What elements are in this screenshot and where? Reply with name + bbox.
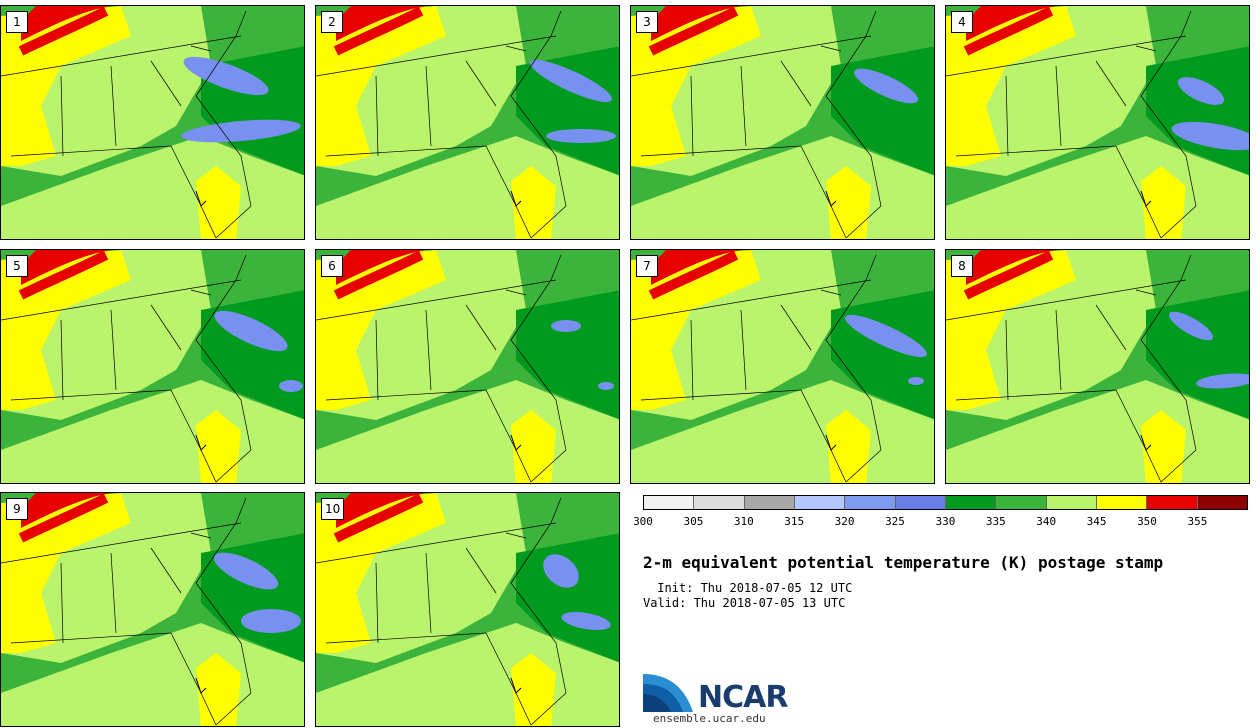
member-number-label: 8 [951, 255, 973, 277]
colorbar-bin [1147, 496, 1198, 509]
ensemble-member-panel: 3 [630, 5, 935, 240]
colorbar-bin [794, 496, 846, 509]
member-number-label: 1 [6, 11, 28, 33]
ensemble-member-panel: 6 [315, 249, 620, 484]
colorbar-tick-label: 305 [683, 515, 704, 528]
map-icon [316, 6, 619, 239]
colorbar-tick-label: 355 [1187, 515, 1208, 528]
map-icon [1, 6, 304, 239]
ensemble-member-panel: 10 [315, 492, 620, 727]
colorbar-bin [1197, 496, 1247, 509]
map-icon [1, 250, 304, 483]
map-icon [946, 6, 1249, 239]
init-time: Init: Thu 2018-07-05 12 UTC [650, 581, 853, 595]
colorbar-bin [644, 496, 695, 509]
colorbar-bin [694, 496, 745, 509]
map-icon [946, 250, 1249, 483]
colorbar [643, 495, 1248, 510]
map-icon [631, 6, 934, 239]
member-number-label: 10 [321, 498, 345, 520]
logo-url: ensemble.ucar.edu [653, 712, 766, 725]
map-icon [631, 250, 934, 483]
member-number-label: 7 [636, 255, 658, 277]
member-number-label: 6 [321, 255, 343, 277]
map-icon [1, 493, 304, 726]
colorbar-bin [1046, 496, 1097, 509]
colorbar-bin [1096, 496, 1148, 509]
figure-title: 2-m equivalent potential temperature (K)… [643, 553, 1164, 572]
colorbar-bin [895, 496, 946, 509]
member-number-label: 4 [951, 11, 973, 33]
colorbar-tick-label: 325 [885, 515, 905, 528]
colorbar-tick-label: 330 [935, 515, 956, 528]
member-number-label: 5 [6, 255, 28, 277]
colorbar-tick-label: 310 [733, 515, 754, 528]
ensemble-member-panel: 1 [0, 5, 305, 240]
member-number-label: 9 [6, 498, 28, 520]
colorbar-tick-label: 320 [834, 515, 855, 528]
colorbar-bin [845, 496, 896, 509]
colorbar-bin [996, 496, 1047, 509]
ensemble-member-panel: 7 [630, 249, 935, 484]
map-icon [316, 250, 619, 483]
colorbar-tick-label: 340 [1036, 515, 1057, 528]
ncar-logo-icon [643, 674, 693, 712]
ensemble-member-panel: 9 [0, 492, 305, 727]
colorbar-tick-label: 335 [985, 515, 1006, 528]
colorbar-tick-label: 350 [1137, 515, 1157, 528]
colorbar-tick-label: 345 [1086, 515, 1107, 528]
colorbar-tick-label: 315 [784, 515, 805, 528]
valid-time: Valid: Thu 2018-07-05 13 UTC [643, 596, 846, 610]
ensemble-member-panel: 5 [0, 249, 305, 484]
map-icon [316, 493, 619, 726]
member-number-label: 2 [321, 11, 343, 33]
colorbar-bin [744, 496, 795, 509]
ensemble-member-panel: 2 [315, 5, 620, 240]
member-number-label: 3 [636, 11, 658, 33]
colorbar-bin [945, 496, 997, 509]
ensemble-member-panel: 8 [945, 249, 1250, 484]
ensemble-member-panel: 4 [945, 5, 1250, 240]
ncar-logo-text: NCAR [698, 680, 788, 715]
colorbar-tick-label: 300 [633, 515, 653, 528]
